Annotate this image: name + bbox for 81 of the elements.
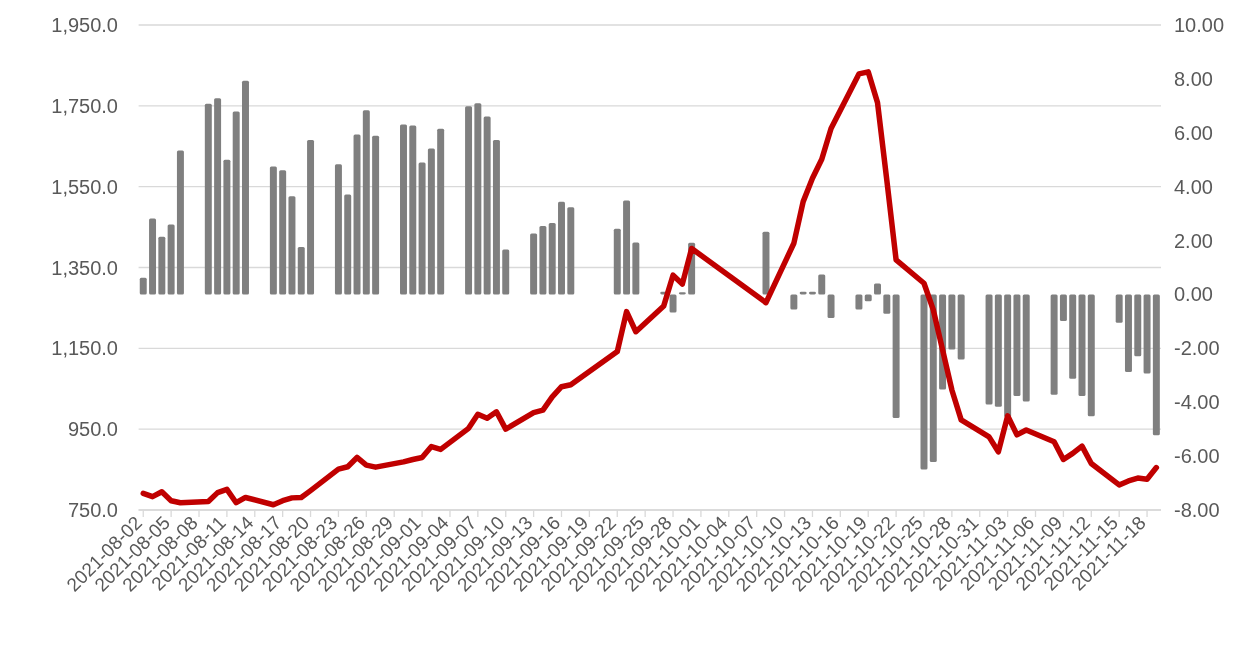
bar <box>548 223 556 295</box>
bar <box>855 294 863 310</box>
y2-tick-label: 2.00 <box>1174 229 1213 252</box>
bar <box>176 150 184 295</box>
y2-tick-label: -6.00 <box>1174 445 1220 468</box>
bar <box>167 224 175 295</box>
y2-tick-label: 8.00 <box>1174 67 1213 90</box>
bar <box>1087 294 1095 417</box>
bar <box>818 274 826 295</box>
bar <box>204 103 212 295</box>
bar <box>948 294 956 350</box>
y-tick-label: 1,950.0 <box>51 14 118 36</box>
bar <box>437 128 445 295</box>
bar <box>1143 294 1151 374</box>
bar <box>158 236 166 295</box>
bar <box>483 116 491 295</box>
bar <box>242 80 249 295</box>
bar <box>567 207 575 295</box>
bar <box>307 140 315 295</box>
y-tick-label: 1,350.0 <box>51 256 118 279</box>
bar <box>139 277 147 295</box>
bar <box>1115 294 1123 323</box>
bar <box>288 196 296 295</box>
bar <box>530 233 538 295</box>
bar <box>214 98 222 295</box>
bar <box>362 110 370 295</box>
bar <box>669 294 677 313</box>
y-tick-label: 750.0 <box>67 499 118 521</box>
bar <box>372 135 380 295</box>
y-tick-label: 1,750.0 <box>51 94 118 117</box>
bar <box>232 111 240 295</box>
y2-tick-label: -4.00 <box>1174 391 1220 414</box>
bar <box>279 170 287 295</box>
bar <box>492 140 500 295</box>
bar <box>400 124 407 295</box>
bar <box>334 164 342 295</box>
bar <box>985 294 993 405</box>
bar <box>149 218 157 295</box>
y-tick-label: 950.0 <box>67 418 118 441</box>
y2-tick-label: 10.00 <box>1174 14 1225 36</box>
bar <box>297 247 305 295</box>
bar <box>223 159 231 295</box>
bar <box>1050 294 1058 395</box>
bar <box>539 226 547 295</box>
bar <box>502 249 510 295</box>
bar <box>613 228 621 295</box>
bar <box>427 148 435 295</box>
bar <box>269 166 277 295</box>
bar <box>558 201 565 295</box>
y2-tick-label: 0.00 <box>1174 283 1213 306</box>
bar <box>883 294 891 314</box>
bar <box>623 200 631 295</box>
y2-tick-label: 6.00 <box>1174 121 1213 144</box>
bar <box>409 125 417 295</box>
y-tick-label: 1,550.0 <box>51 175 118 198</box>
bar <box>762 231 770 295</box>
bar <box>1124 294 1132 373</box>
y-tick-label: 1,150.0 <box>51 337 118 360</box>
bar <box>1152 294 1160 436</box>
bar <box>474 103 482 295</box>
bar <box>353 134 361 295</box>
bar <box>1013 294 1021 397</box>
bar <box>465 106 473 295</box>
bar <box>864 294 872 302</box>
bar <box>827 294 835 318</box>
bar <box>1004 294 1012 418</box>
bar <box>957 294 965 360</box>
bar <box>874 283 881 295</box>
bar <box>1069 294 1077 379</box>
bar <box>790 294 798 310</box>
bar <box>1022 294 1030 402</box>
y2-tick-label: -8.00 <box>1174 499 1220 521</box>
y2-tick-label: -2.00 <box>1174 337 1220 360</box>
bar <box>892 294 900 419</box>
y2-tick-label: 4.00 <box>1174 175 1213 198</box>
bar <box>344 194 352 295</box>
bar <box>994 294 1002 407</box>
bar <box>1134 294 1142 357</box>
bar <box>418 162 426 295</box>
bar <box>632 242 640 295</box>
bar <box>1059 294 1067 322</box>
